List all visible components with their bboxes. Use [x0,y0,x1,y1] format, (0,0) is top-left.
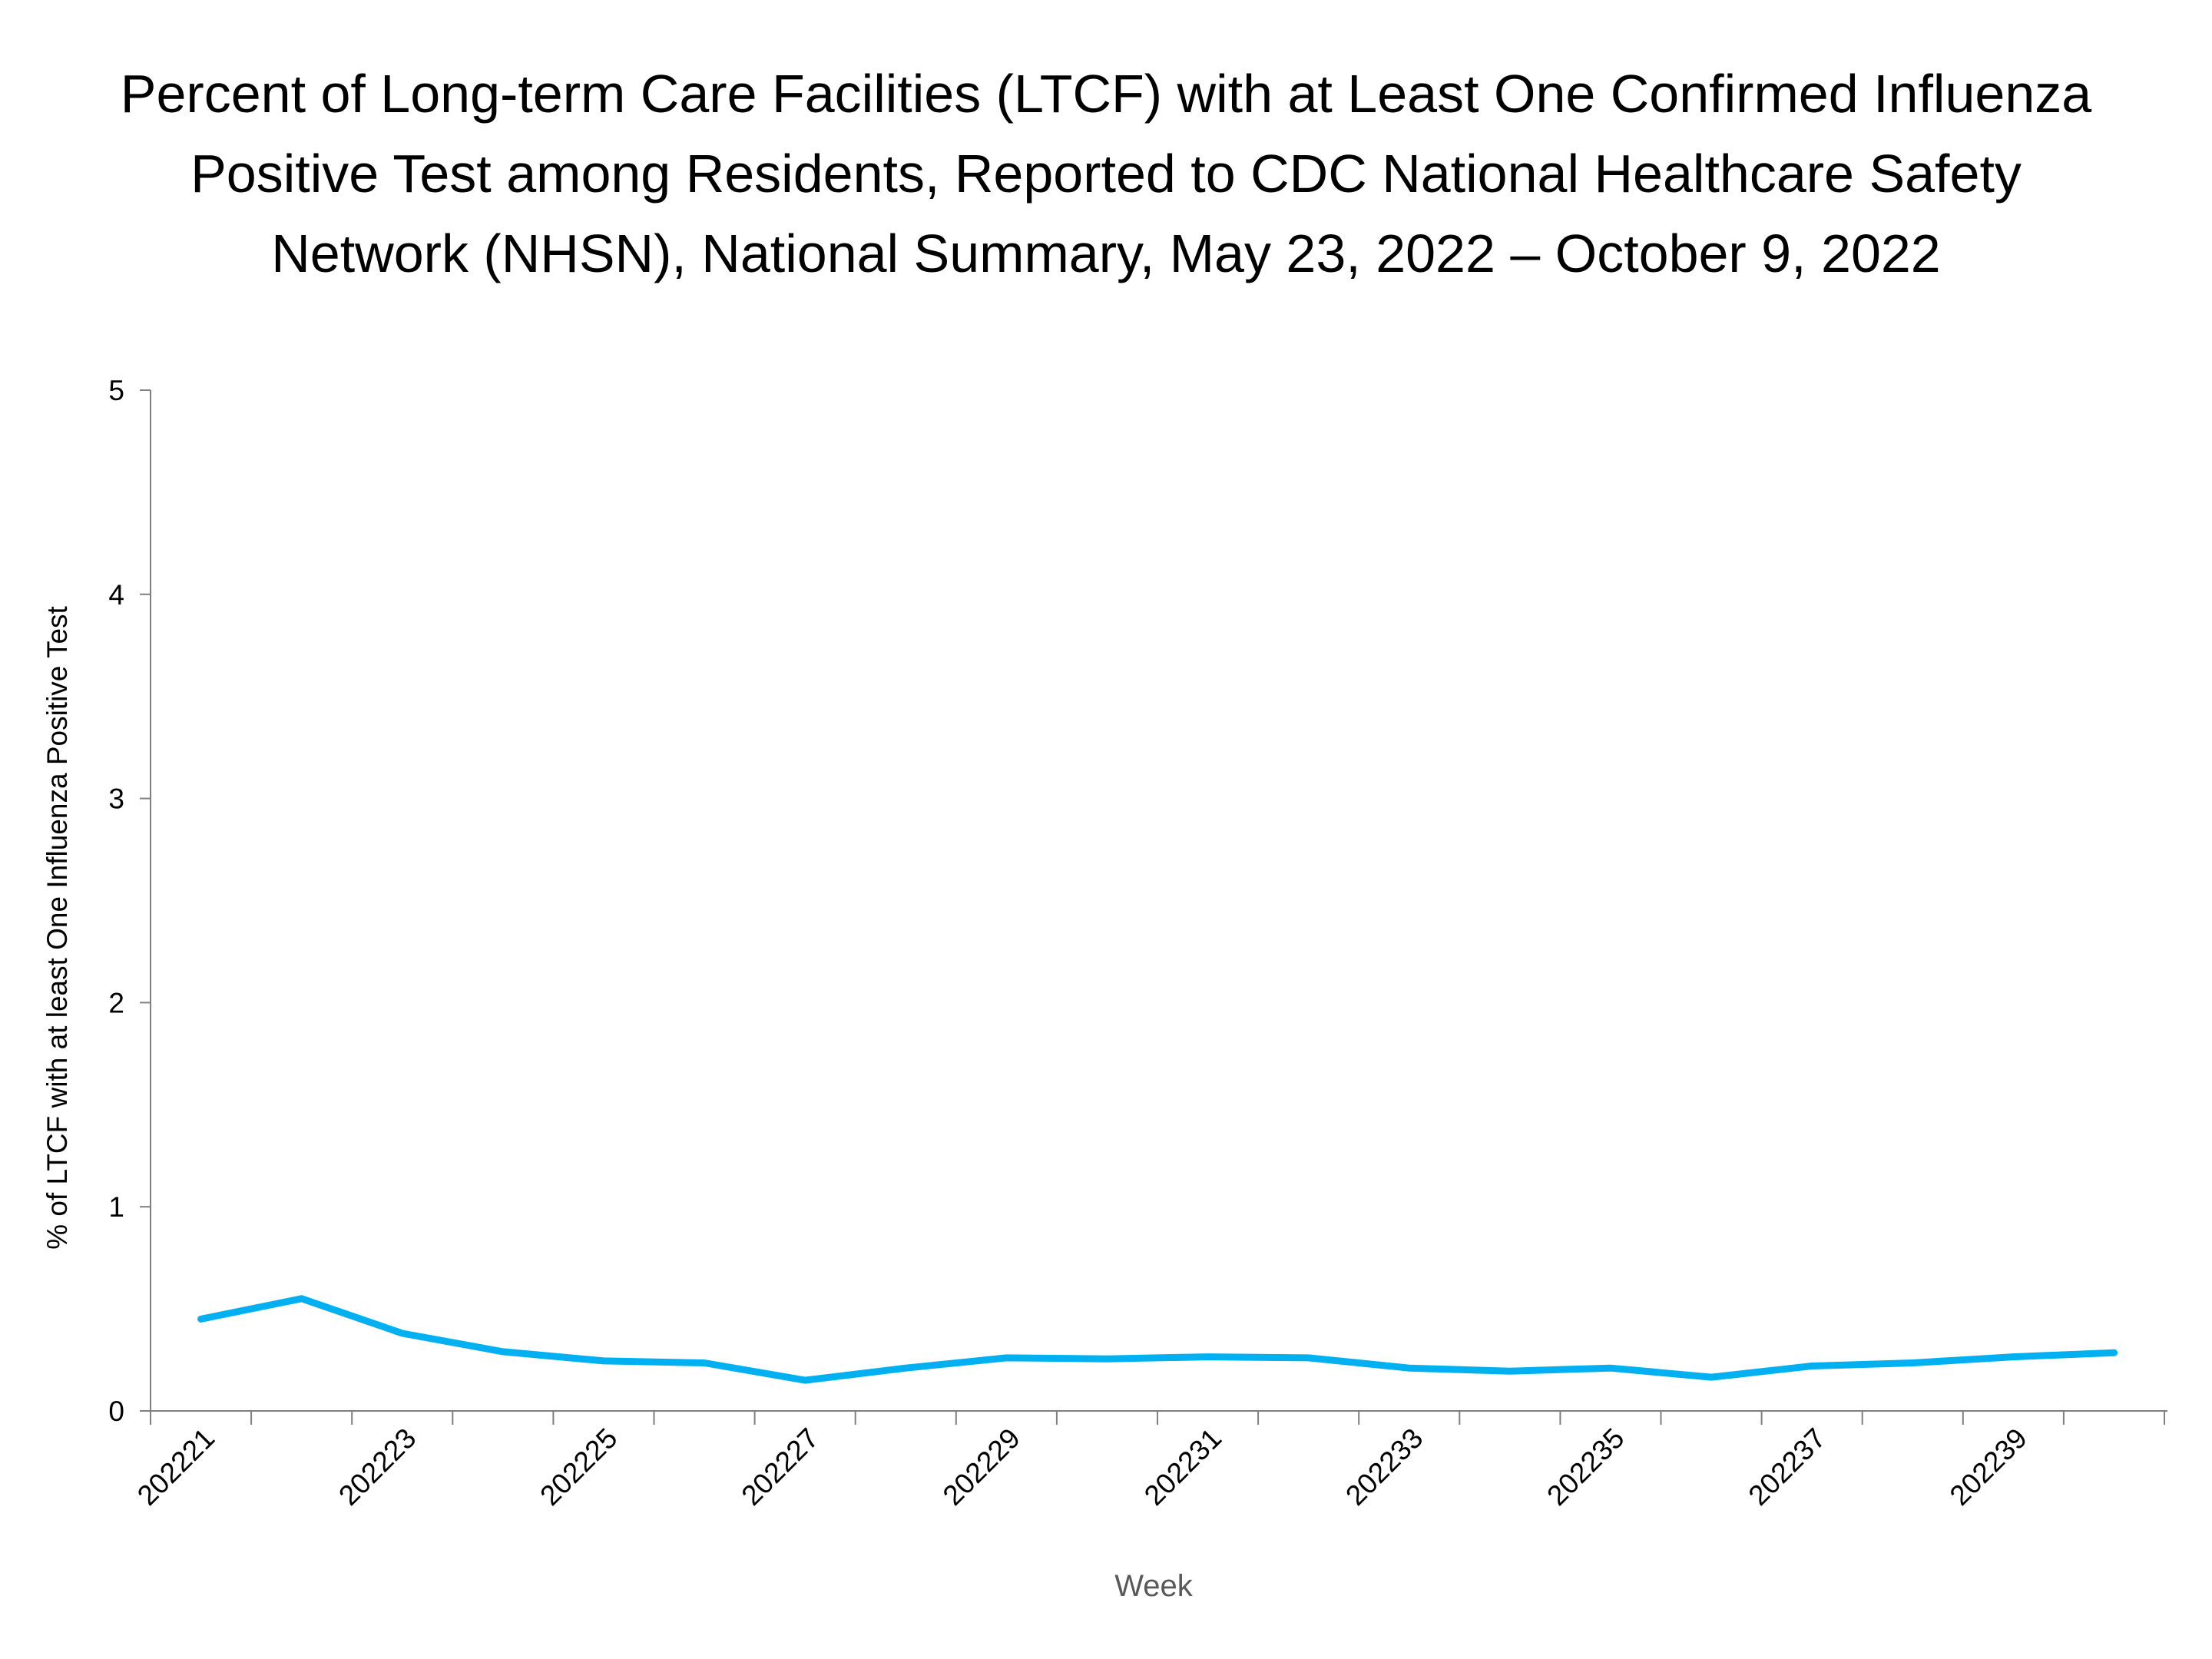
x-tick-label: 202231 [1138,1422,1227,1512]
chart-title-line-1: Percent of Long-term Care Facilities (LT… [120,64,2092,124]
x-tick-label: 202229 [937,1422,1026,1512]
x-tick-label: 202237 [1743,1422,1832,1512]
y-axis: 0 1 2 3 4 5 [108,375,151,1427]
y-tick-label: 1 [108,1191,124,1223]
series-group [197,1295,2118,1384]
y-tick-label: 0 [108,1396,124,1427]
x-tick-label: 202227 [736,1422,825,1512]
y-tick-label: 4 [108,579,124,611]
y-tick-label: 2 [108,987,124,1018]
x-tick-label: 202221 [131,1422,220,1512]
x-tick-label: 202225 [534,1422,623,1512]
y-tick-label: 3 [108,783,124,815]
chart-title-line-2: Positive Test among Residents, Reported … [190,144,2022,204]
x-axis: 202221 202223 202225 202227 202229 202231 2022… [131,1410,2167,1512]
y-tick-label: 5 [108,375,124,406]
x-axis-title: Week [1114,1569,1194,1603]
y-axis-title: % of LTCF with at least One Influenza Po… [41,605,73,1249]
x-tick-label: 202223 [333,1422,422,1512]
x-tick-label: 202233 [1339,1422,1429,1512]
x-tick-label: 202235 [1541,1422,1630,1512]
series-line [197,1295,2118,1384]
chart-title-line-3: Network (NHSN), National Summary, May 23… [271,224,1941,283]
x-tick-label: 202239 [1944,1422,2033,1512]
chart-title: Percent of Long-term Care Facilities (LT… [0,54,2212,293]
